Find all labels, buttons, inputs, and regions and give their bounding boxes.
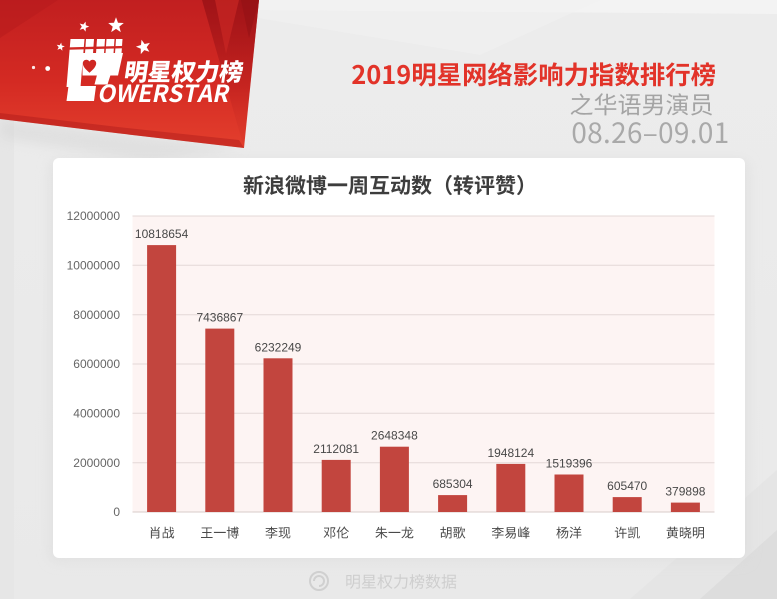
svg-text:605470: 605470 — [607, 479, 647, 493]
svg-text:10000000: 10000000 — [67, 259, 121, 273]
svg-text:7436867: 7436867 — [196, 311, 243, 325]
svg-text:0: 0 — [113, 505, 120, 519]
svg-text:12000000: 12000000 — [67, 209, 121, 223]
svg-text:685304: 685304 — [433, 477, 473, 491]
svg-text:2112081: 2112081 — [313, 442, 359, 456]
svg-text:1948124: 1948124 — [487, 446, 534, 460]
svg-text:6232249: 6232249 — [255, 340, 302, 354]
svg-text:2648348: 2648348 — [371, 429, 418, 443]
svg-text:8000000: 8000000 — [73, 308, 120, 322]
svg-text:379898: 379898 — [665, 485, 705, 499]
svg-text:4000000: 4000000 — [73, 407, 120, 421]
svg-text:10818654: 10818654 — [135, 227, 189, 241]
svg-text:6000000: 6000000 — [73, 357, 120, 371]
svg-text:1519396: 1519396 — [546, 457, 593, 471]
svg-text:2000000: 2000000 — [73, 456, 120, 470]
